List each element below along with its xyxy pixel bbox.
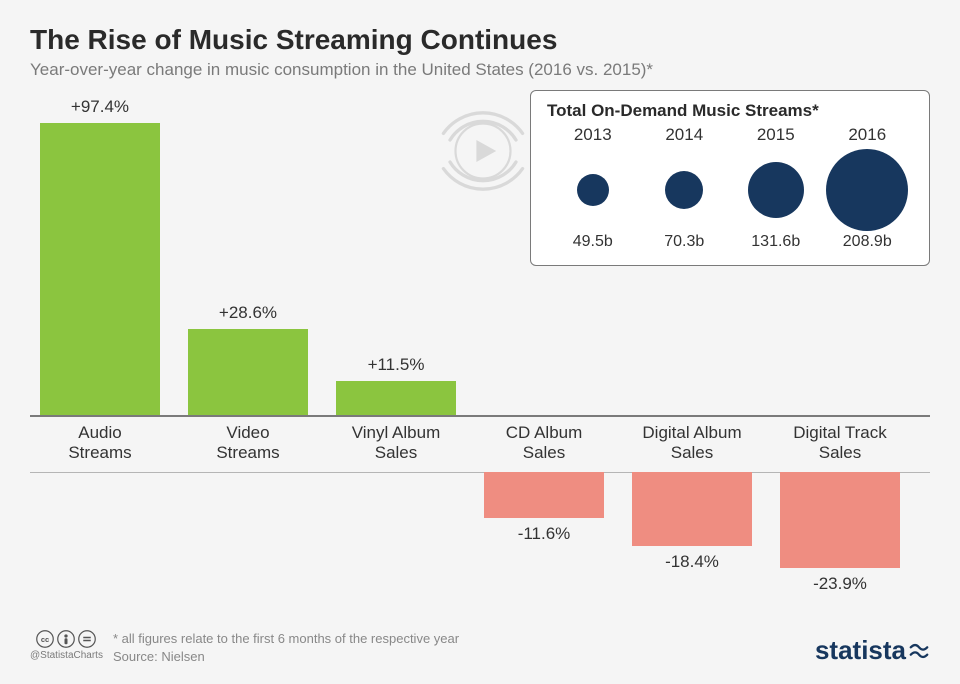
inset-circle [577,174,609,206]
statista-logo: statista [815,635,930,666]
inset-circle-wrap [665,147,703,233]
bar-category-label: Audio Streams [40,423,160,464]
inset-column: 2013 49.5b [548,125,638,251]
license-block: cc @StatistaCharts [30,630,103,661]
inset-value: 131.6b [751,233,800,251]
inset-row: 2013 49.5b 2014 70.3b 2015 131.6b 2016 208.9b [547,125,913,251]
source: Source: Nielsen [113,648,459,666]
inset-column: 2016 208.9b [822,125,912,251]
bar-category-label: CD Album Sales [484,423,604,464]
inset-column: 2015 131.6b [731,125,821,251]
bar-category-label: Video Streams [188,423,308,464]
inset-value: 49.5b [573,233,613,251]
inset-year: 2015 [757,125,795,145]
bar-value-label: +28.6% [188,303,308,323]
footnote-block: * all figures relate to the first 6 mont… [113,630,459,666]
bar-value-label: -18.4% [632,552,752,572]
inset-circle-wrap [577,147,609,233]
chart-title: The Rise of Music Streaming Continues [30,24,930,56]
noderiv-icon [78,630,96,648]
inset-panel: Total On-Demand Music Streams* 2013 49.5b… [530,90,930,266]
chart-footer: cc @StatistaCharts * all figures relate … [30,630,930,666]
bar-rect [632,472,752,546]
footnote: * all figures relate to the first 6 mont… [113,630,459,648]
inset-column: 2014 70.3b [639,125,729,251]
chart-area: Total On-Demand Music Streams* 2013 49.5b… [30,90,930,580]
bar-rect [40,123,160,415]
inset-year: 2016 [848,125,886,145]
cc-icons: cc [36,630,96,648]
bar-category-label: Vinyl Album Sales [336,423,456,464]
bar-rect [484,472,604,518]
bar-rect [188,329,308,415]
inset-circle [748,162,804,218]
play-icon [428,96,538,206]
inset-value: 208.9b [843,233,892,251]
footer-left: cc @StatistaCharts * all figures relate … [30,630,459,666]
inset-title: Total On-Demand Music Streams* [547,101,913,121]
chart-container: The Rise of Music Streaming Continues Ye… [0,0,960,684]
attribution-icon [57,630,75,648]
inset-circle-wrap [748,147,804,233]
bar-value-label: -23.9% [780,574,900,594]
inset-circle [665,171,703,209]
bar-value-label: +11.5% [336,355,456,375]
bar-category-label: Digital Album Sales [632,423,752,464]
inset-year: 2014 [665,125,703,145]
inset-circle [826,149,908,231]
bar-rect [780,472,900,568]
baseline [30,415,930,417]
chart-subtitle: Year-over-year change in music consumpti… [30,60,930,80]
bar-category-label: Digital Track Sales [780,423,900,464]
svg-text:cc: cc [41,635,49,644]
statista-wave-icon [908,640,930,662]
bar-value-label: +97.4% [40,97,160,117]
brand-text: statista [815,635,906,666]
bar-value-label: -11.6% [484,524,604,544]
cc-icon: cc [36,630,54,648]
twitter-handle: @StatistaCharts [30,650,103,661]
inset-year: 2013 [574,125,612,145]
bar-rect [336,381,456,416]
inset-circle-wrap [826,147,908,233]
inset-value: 70.3b [664,233,704,251]
